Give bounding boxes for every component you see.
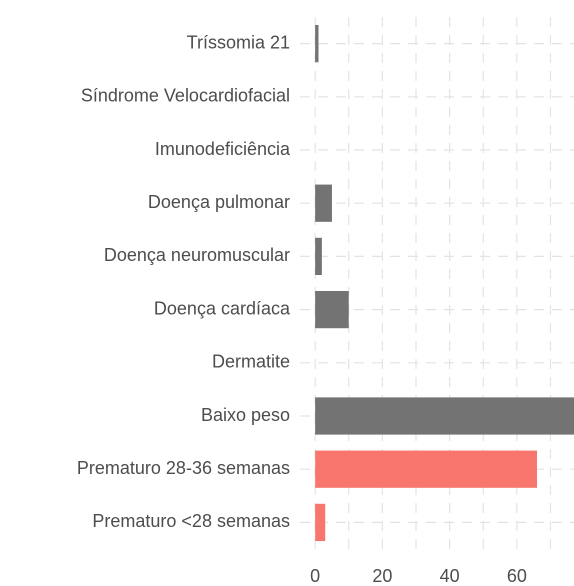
y-tick-label: Tríssomia 21 — [187, 32, 290, 52]
y-tick-label: Baixo peso — [201, 405, 290, 425]
bar — [315, 397, 574, 435]
y-tick-label: Prematuro 28-36 semanas — [77, 458, 290, 478]
bar — [315, 24, 319, 63]
y-tick-label: Doença pulmonar — [148, 192, 290, 212]
bar — [315, 450, 538, 488]
x-tick-label: 20 — [372, 566, 392, 586]
y-tick-label: Prematuro <28 semanas — [92, 511, 290, 531]
y-tick-label: Doença cardíaca — [154, 298, 291, 318]
bar — [315, 290, 349, 329]
bar — [315, 237, 322, 276]
y-tick-label: Imunodeficiência — [155, 139, 291, 159]
x-tick-label: 0 — [310, 566, 320, 586]
bar — [315, 503, 326, 542]
y-tick-label: Síndrome Velocardiofacial — [81, 86, 290, 106]
x-tick-label: 60 — [507, 566, 527, 586]
bar — [315, 184, 332, 222]
x-tick-label: 40 — [440, 566, 460, 586]
y-tick-label: Dermatite — [212, 352, 290, 372]
y-tick-label: Doença neuromuscular — [104, 245, 290, 265]
